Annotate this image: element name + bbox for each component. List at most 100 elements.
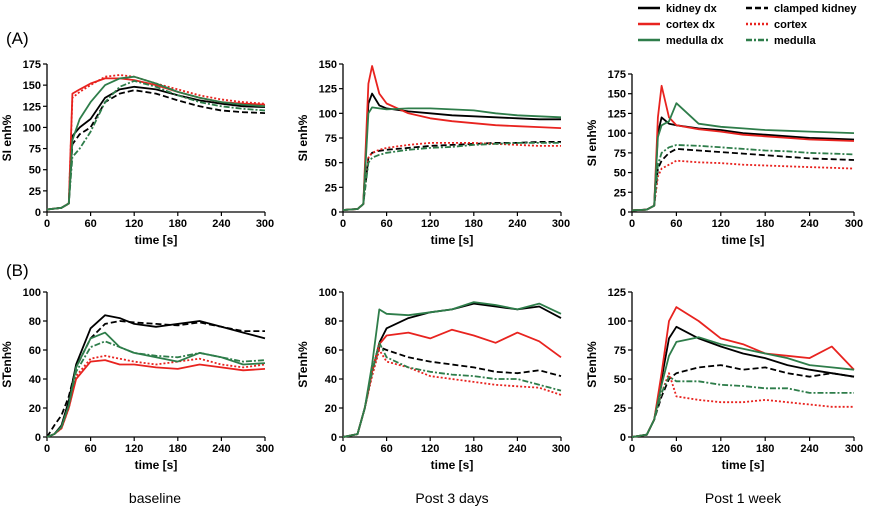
y-tick-label: 100 — [608, 316, 626, 328]
y-tick-label: 150 — [608, 89, 626, 101]
x-tick-label: 180 — [169, 443, 187, 455]
series-line-kidney-dx — [342, 302, 562, 438]
series-line-medulla-dx — [46, 331, 266, 438]
y-tick-label: 60 — [29, 345, 41, 357]
y-axis-label: SI enh% — [585, 119, 599, 166]
y-tick-label: 40 — [325, 374, 337, 386]
series-line-clamped-kidney — [342, 140, 561, 211]
x-tick-label: 0 — [44, 443, 50, 455]
series-line-medulla — [46, 80, 266, 211]
x-tick-label: 240 — [212, 218, 230, 230]
legend-label: medulla — [774, 35, 816, 47]
legend-item-medulla-dx: medulla dx — [638, 35, 724, 47]
x-axis-label: time [s] — [135, 458, 178, 472]
series-line-medulla — [631, 375, 854, 438]
x-tick-label: 60 — [84, 218, 96, 230]
series-line-kidney-dx — [46, 314, 266, 438]
y-tick-label: 80 — [29, 316, 41, 328]
x-axis-label: time [s] — [722, 233, 765, 247]
chart-panels: 0 60 120 180 240 300 0 25 50 75 100 125 150 175 time [… — [0, 59, 863, 472]
series-line-cortex — [631, 159, 855, 212]
chart-panel-b-post-1-week: 0 60 120 180 240 300 0 25 50 75 100 125 time [s] STen… — [585, 287, 863, 472]
series-line-medulla-dx — [342, 106, 562, 211]
chart-panel-a-post-1-week: 0 60 120 180 240 300 0 25 50 75 100 125 150 175 time [… — [585, 69, 863, 247]
x-tick-label: 180 — [756, 443, 774, 455]
series-line-medulla-dx — [342, 301, 562, 438]
y-tick-label: 125 — [608, 287, 626, 299]
series-line-cortex — [342, 141, 561, 211]
y-tick-label: 50 — [325, 158, 337, 170]
x-tick-label: 180 — [756, 218, 774, 230]
x-tick-label: 60 — [670, 218, 682, 230]
y-tick-label: 100 — [319, 287, 337, 299]
x-tick-label: 60 — [380, 443, 392, 455]
series-line-clamped-kidney — [46, 320, 265, 438]
y-axis-label: SI enh% — [0, 114, 14, 161]
chart-panel-a-baseline: 0 60 120 180 240 300 0 25 50 75 100 125 150 175 time [… — [0, 59, 274, 247]
x-tick-label: 180 — [465, 218, 483, 230]
series-line-cortex-dx — [342, 65, 562, 211]
x-axis-label: time [s] — [135, 233, 178, 247]
y-axis-label: STenh% — [296, 341, 310, 388]
series-line-clamped-kidney — [46, 89, 266, 211]
chart-panel-a-post-3-days: 0 60 120 180 240 300 0 25 50 75 100 125 150 time [s] S… — [296, 59, 570, 247]
x-axis-label: time [s] — [431, 233, 474, 247]
x-tick-label: 120 — [421, 443, 439, 455]
y-axis-label: STenh% — [585, 341, 599, 388]
row-label-b: (B) — [6, 261, 29, 280]
y-tick-label: 150 — [319, 59, 337, 71]
x-tick-label: 60 — [380, 218, 392, 230]
y-tick-label: 125 — [319, 84, 337, 96]
x-tick-label: 60 — [84, 443, 96, 455]
x-tick-label: 300 — [256, 443, 274, 455]
series-line-medulla — [342, 141, 561, 211]
y-tick-label: 0 — [35, 207, 41, 219]
y-tick-label: 75 — [614, 345, 626, 357]
x-tick-label: 120 — [125, 443, 143, 455]
x-tick-label: 240 — [508, 443, 526, 455]
chart-panel-b-baseline: 0 60 120 180 240 300 0 20 40 60 80 100 time [s] STenh… — [0, 287, 274, 472]
y-tick-label: 175 — [608, 69, 626, 81]
x-tick-label: 0 — [340, 218, 346, 230]
y-tick-label: 0 — [620, 432, 626, 444]
series-line-cortex-dx — [342, 328, 562, 438]
x-tick-label: 240 — [800, 218, 818, 230]
series-line-cortex-dx — [46, 77, 266, 211]
legend-label: clamped kidney — [774, 3, 857, 15]
x-tick-label: 0 — [44, 218, 50, 230]
x-tick-label: 180 — [465, 443, 483, 455]
series-line-clamped-kidney — [631, 364, 855, 438]
y-tick-label: 25 — [29, 186, 41, 198]
y-tick-label: 100 — [23, 122, 41, 134]
x-tick-label: 300 — [845, 443, 863, 455]
legend-item-cortex-dx: cortex dx — [638, 19, 716, 31]
series-line-cortex — [342, 349, 562, 438]
y-tick-label: 20 — [29, 403, 41, 415]
series-line-cortex — [631, 372, 854, 438]
series-line-clamped-kidney — [631, 147, 855, 212]
series-line-medulla-dx — [631, 102, 855, 212]
y-tick-label: 0 — [620, 207, 626, 219]
y-tick-label: 20 — [325, 403, 337, 415]
caption-post-3-days: Post 3 days — [415, 490, 488, 506]
legend-label: cortex — [774, 19, 808, 31]
series-line-cortex — [46, 74, 266, 211]
y-tick-label: 40 — [29, 374, 41, 386]
y-tick-label: 50 — [29, 165, 41, 177]
legend-label: cortex dx — [666, 19, 716, 31]
y-tick-label: 150 — [23, 80, 41, 92]
y-tick-label: 25 — [614, 187, 626, 199]
x-tick-label: 60 — [670, 443, 682, 455]
y-tick-label: 60 — [325, 345, 337, 357]
series-line-kidney-dx — [342, 92, 561, 211]
series-line-medulla — [46, 340, 266, 438]
y-tick-label: 0 — [331, 432, 337, 444]
chart-panel-b-post-3-days: 0 60 120 180 240 300 0 20 40 60 80 100 time [s] STenh… — [296, 287, 570, 472]
x-tick-label: 300 — [552, 218, 570, 230]
x-tick-label: 240 — [800, 443, 818, 455]
x-axis-label: time [s] — [722, 458, 765, 472]
y-tick-label: 125 — [608, 108, 626, 120]
legend: kidney dx clamped kidney cortex dx cortex me… — [638, 3, 857, 47]
x-tick-label: 180 — [169, 218, 187, 230]
y-tick-label: 75 — [614, 148, 626, 160]
